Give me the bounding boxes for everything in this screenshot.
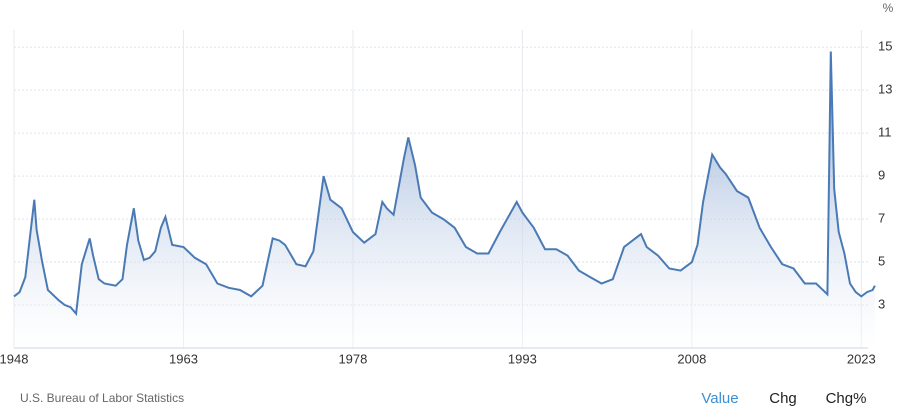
unit-label: % xyxy=(883,1,894,15)
x-tick-label: 1978 xyxy=(338,351,367,366)
x-tick-label: 2008 xyxy=(677,351,706,366)
tab-button[interactable]: Chg% xyxy=(826,390,867,407)
y-tick-label: 15 xyxy=(878,39,892,54)
y-tick-label: 5 xyxy=(878,253,885,268)
area xyxy=(14,51,875,348)
source: U.S. Bureau of Labor Statistics xyxy=(20,391,184,405)
y-tick-label: 7 xyxy=(878,211,885,226)
x-tick-label: 2023 xyxy=(847,351,876,366)
y-tick-label: 3 xyxy=(878,296,885,311)
y-tick-label: 13 xyxy=(878,82,892,97)
tab-button[interactable]: Chg xyxy=(769,390,797,407)
x-tick-label: 1963 xyxy=(169,351,198,366)
x-tick-label: 1993 xyxy=(508,351,537,366)
x-tick-label: 1948 xyxy=(0,351,28,366)
y-tick-label: 9 xyxy=(878,168,885,183)
tab-button[interactable]: Value xyxy=(701,390,738,407)
line xyxy=(13,51,876,316)
y-tick-label: 11 xyxy=(878,125,892,140)
